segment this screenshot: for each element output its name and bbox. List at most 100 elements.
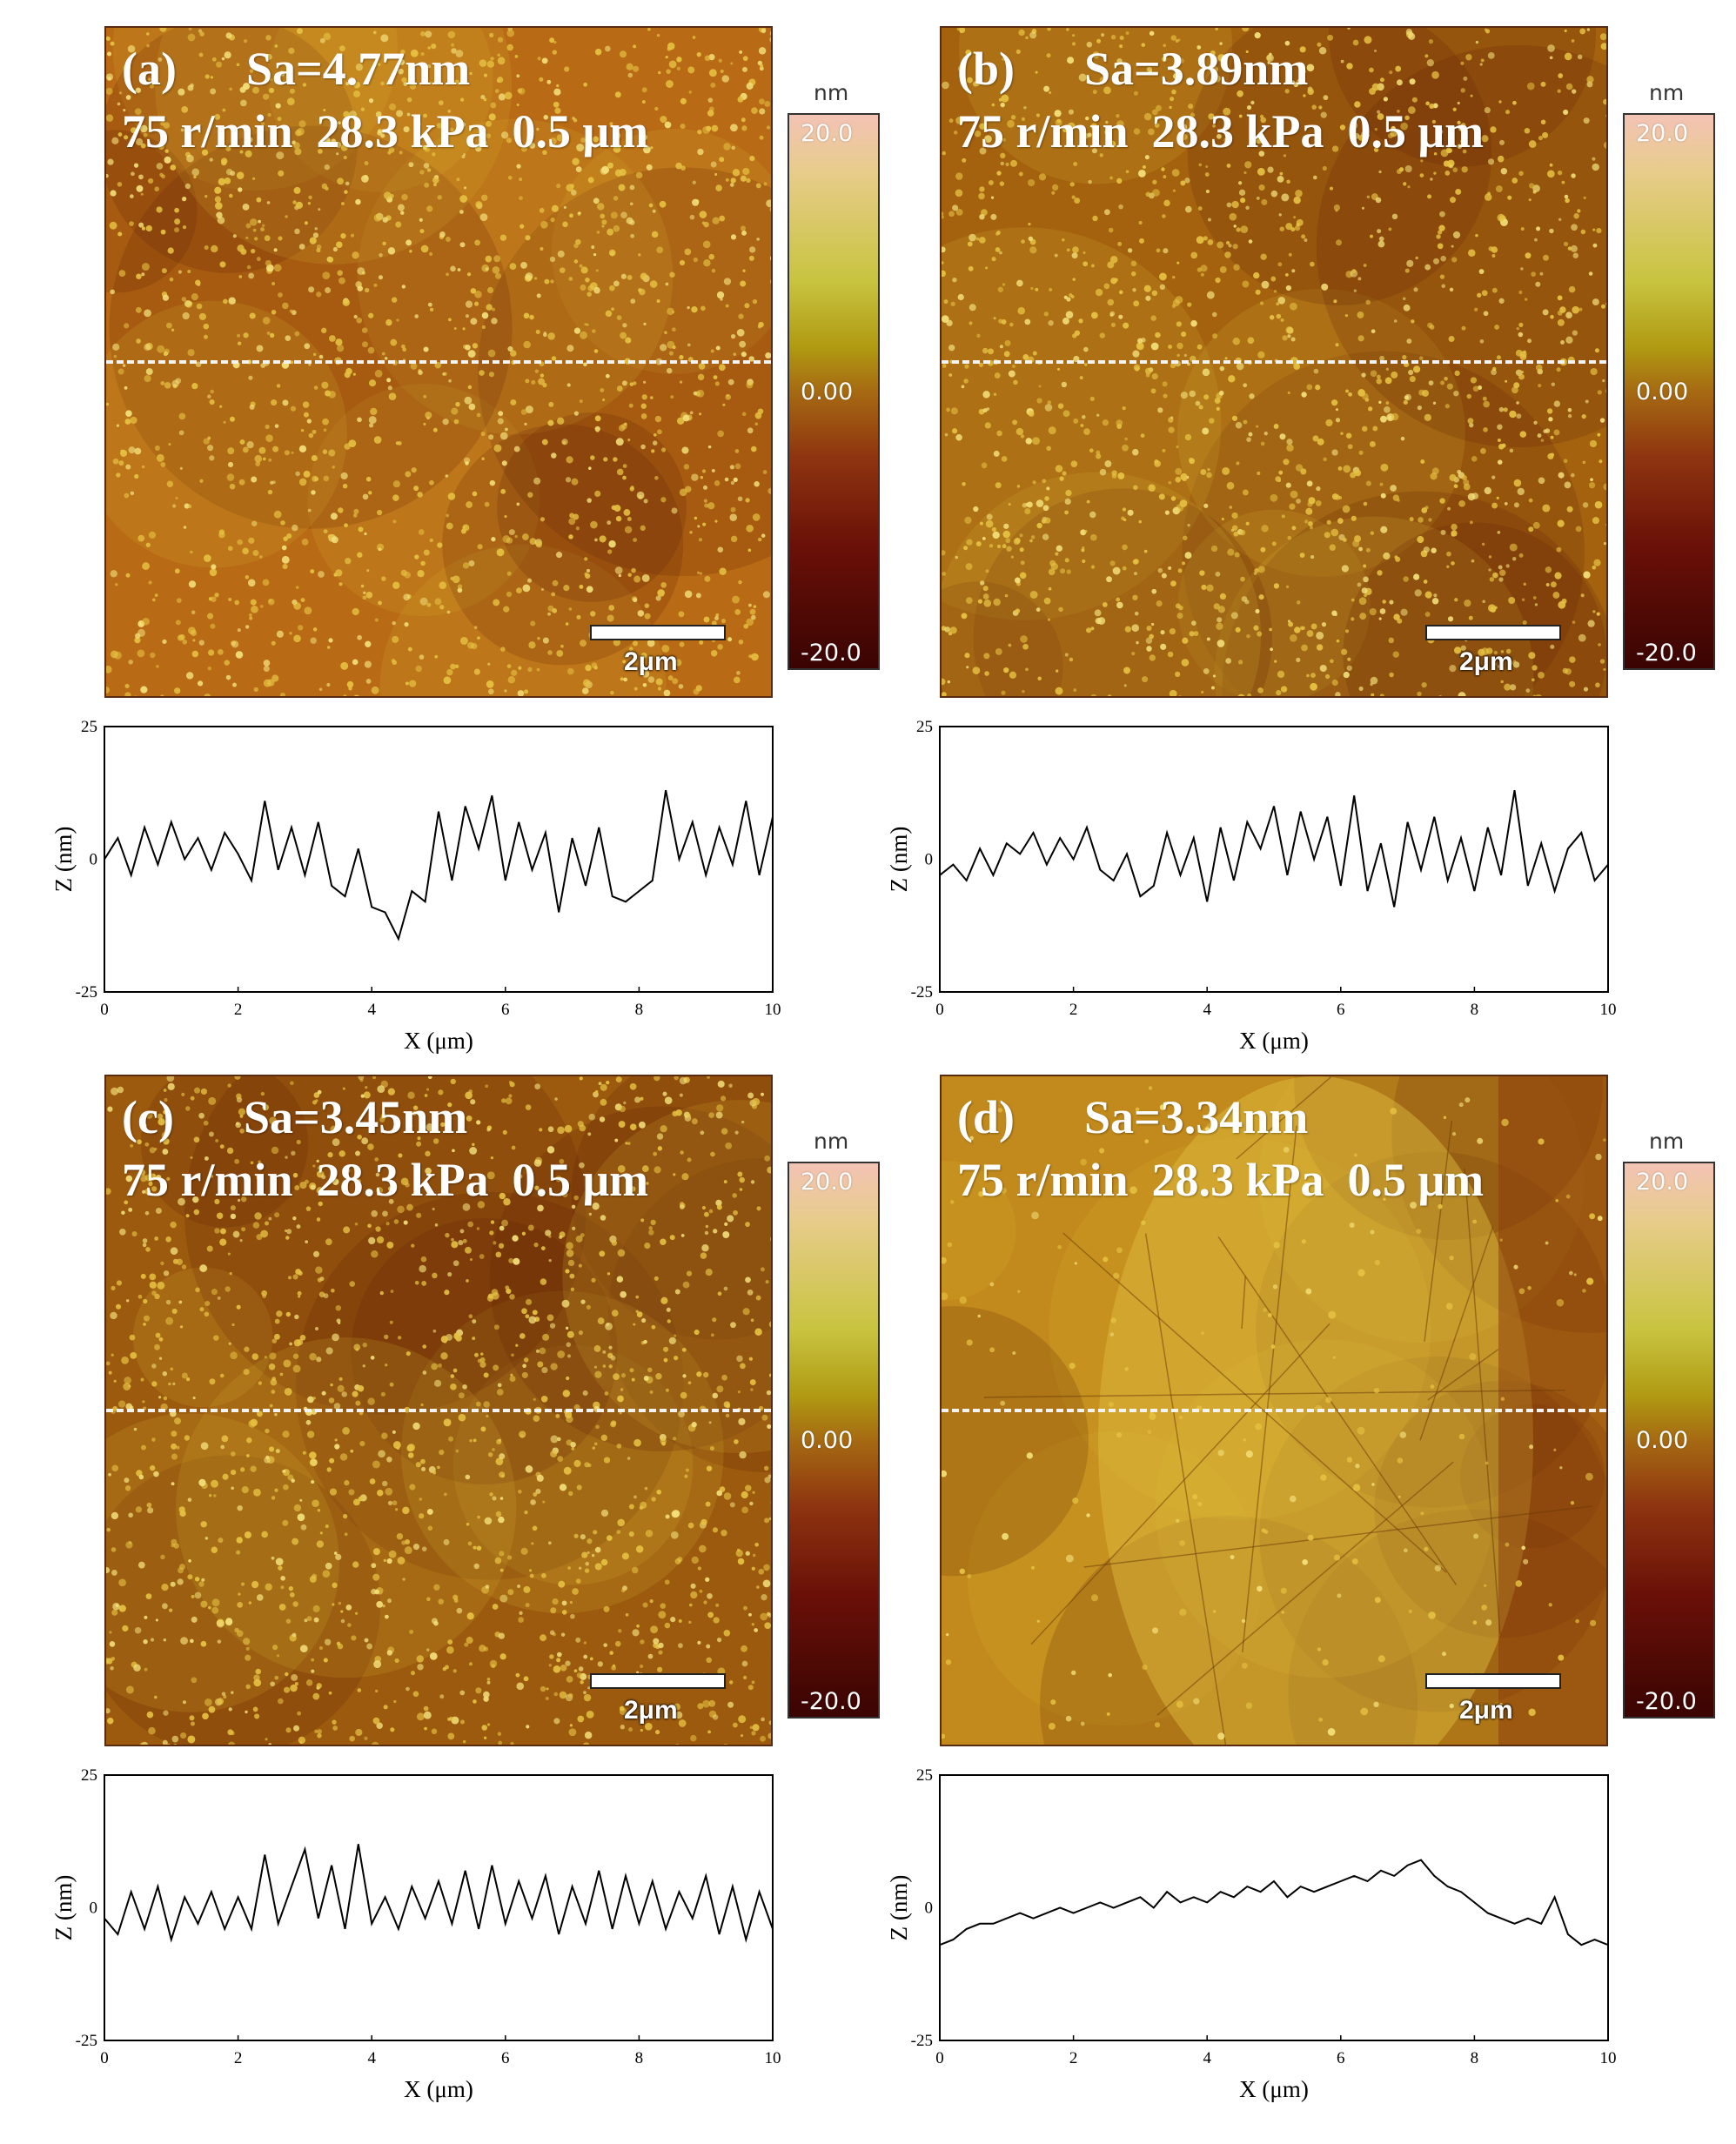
x-tick-label: 0 [100, 1001, 109, 1019]
profile-line-marker [106, 360, 771, 364]
scale-bar-label: 2μm [1459, 647, 1513, 676]
colorbar-tick-top: 20.0 [801, 120, 854, 147]
plot-frame [939, 1774, 1609, 2041]
colorbar-tick-mid: 0.00 [801, 379, 854, 405]
x-tick-label: 0 [935, 2049, 944, 2067]
panel-c: (c) Sa=3.45nm 75 r/min 28.3 kPa 0.5 μm 2μm n… [50, 1075, 922, 2106]
plot-frame [939, 726, 1609, 993]
x-tick-label: 2 [234, 1001, 243, 1019]
x-axis-label: X (μm) [1239, 2076, 1309, 2102]
panel-a: (a) Sa=4.77nm 75 r/min 28.3 kPa 0.5 μm 2μm n… [50, 26, 922, 1057]
x-tick-label: 6 [501, 2049, 510, 2067]
afm-texture [106, 28, 771, 696]
panel-tag: (a) [122, 43, 177, 95]
afm-height-map: (a) Sa=4.77nm 75 r/min 28.3 kPa 0.5 μm 2μm [104, 26, 773, 698]
y-tick-label: -25 [76, 2032, 97, 2050]
x-tick-label: 6 [501, 1001, 510, 1019]
colorbar-tick-top: 20.0 [1636, 1169, 1689, 1196]
scale-bar [590, 1673, 726, 1689]
y-tick-label: -25 [76, 983, 97, 1002]
x-tick-label: 8 [635, 1001, 644, 1019]
x-tick-label: 0 [100, 2049, 109, 2067]
roughness-sa: Sa=4.77nm [245, 43, 471, 95]
colorbar-unit: nm [814, 80, 849, 105]
y-tick-label: 0 [925, 851, 934, 869]
scale-bar-label: 2μm [624, 1696, 678, 1725]
colorbar-tick-bottom: -20.0 [1636, 640, 1697, 667]
x-tick-label: 8 [1471, 2049, 1479, 2067]
roughness-sa: Sa=3.45nm [243, 1091, 468, 1143]
x-tick-label: 10 [1600, 1001, 1617, 1019]
profile-line-marker [942, 360, 1606, 364]
colorbar-tick-bottom: -20.0 [1636, 1688, 1697, 1715]
x-tick-label: 0 [935, 1001, 944, 1019]
colorbar [1623, 1162, 1715, 1719]
afm-height-map: (b) Sa=3.89nm 75 r/min 28.3 kPa 0.5 μm 2μm [940, 26, 1608, 698]
y-tick-label: 25 [916, 718, 933, 736]
roughness-sa: Sa=3.89nm [1084, 43, 1309, 95]
colorbar [1623, 113, 1715, 670]
y-tick-label: 0 [90, 851, 98, 869]
y-axis-label: Z (nm) [886, 1875, 912, 1941]
y-tick-label: -25 [911, 983, 933, 1002]
colorbar-tick-bottom: -20.0 [801, 640, 861, 667]
colorbar-tick-mid: 0.00 [1636, 1427, 1689, 1454]
y-axis-label: Z (nm) [50, 1875, 77, 1941]
x-tick-label: 10 [765, 1001, 781, 1019]
process-conditions: 75 r/min 28.3 kPa 0.5 μm [122, 105, 649, 157]
x-tick-label: 2 [1069, 1001, 1078, 1019]
plot-frame [104, 1774, 774, 2041]
y-tick-label: 25 [81, 1766, 97, 1785]
profile-series-line [104, 790, 774, 941]
process-conditions: 75 r/min 28.3 kPa 0.5 μm [957, 1154, 1485, 1206]
scale-bar-label: 2μm [624, 647, 678, 676]
plot-frame [104, 726, 774, 993]
panel-d: (d) Sa=3.34nm 75 r/min 28.3 kPa 0.5 μm 2μm n… [886, 1075, 1736, 2106]
afm-height-map: (d) Sa=3.34nm 75 r/min 28.3 kPa 0.5 μm 2μm [940, 1075, 1608, 1746]
y-tick-label: 25 [81, 718, 97, 736]
panel-label: (d) Sa=3.34nm [957, 1094, 1308, 1141]
colorbar-tick-top: 20.0 [801, 1169, 854, 1196]
x-tick-label: 10 [1600, 2049, 1617, 2067]
x-tick-label: 8 [635, 2049, 644, 2067]
x-tick-label: 6 [1337, 2049, 1345, 2067]
colorbar-tick-bottom: -20.0 [801, 1688, 861, 1715]
colorbar-tick-top: 20.0 [1636, 120, 1689, 147]
x-tick-label: 2 [234, 2049, 243, 2067]
panel-label: (c) Sa=3.45nm [122, 1094, 467, 1141]
colorbar [788, 1162, 880, 1719]
x-axis-label: X (μm) [404, 1028, 473, 1054]
x-tick-label: 4 [367, 1001, 376, 1019]
panel-b: (b) Sa=3.89nm 75 r/min 28.3 kPa 0.5 μm 2μm n… [886, 26, 1736, 1057]
x-tick-label: 2 [1069, 2049, 1078, 2067]
panel-tag: (d) [957, 1091, 1015, 1143]
x-tick-label: 8 [1471, 1001, 1479, 1019]
x-axis-label: X (μm) [1239, 1028, 1309, 1054]
panel-tag: (b) [957, 43, 1015, 95]
y-axis-label: Z (nm) [886, 827, 912, 893]
process-conditions: 75 r/min 28.3 kPa 0.5 μm [957, 105, 1485, 157]
panel-label: (b) Sa=3.89nm [957, 45, 1308, 92]
afm-texture [942, 28, 1606, 696]
y-axis-label: Z (nm) [50, 827, 77, 893]
x-axis-label: X (μm) [404, 2076, 473, 2102]
y-tick-label: 0 [90, 1899, 98, 1918]
scale-bar [1425, 1673, 1561, 1689]
x-tick-label: 4 [367, 2049, 376, 2067]
x-tick-label: 10 [765, 2049, 781, 2067]
colorbar-tick-mid: 0.00 [801, 1427, 854, 1454]
scale-bar [590, 625, 726, 640]
y-tick-label: 0 [925, 1899, 934, 1918]
profile-series-line [939, 1859, 1609, 1946]
colorbar-unit: nm [1649, 1129, 1685, 1154]
colorbar-tick-mid: 0.00 [1636, 379, 1689, 405]
x-tick-label: 4 [1203, 1001, 1211, 1019]
roughness-sa: Sa=3.34nm [1084, 1091, 1309, 1143]
scale-bar-label: 2μm [1459, 1696, 1513, 1725]
colorbar-unit: nm [814, 1129, 849, 1154]
afm-height-map: (c) Sa=3.45nm 75 r/min 28.3 kPa 0.5 μm 2μm [104, 1075, 773, 1746]
panel-label: (a) Sa=4.77nm [122, 45, 470, 92]
